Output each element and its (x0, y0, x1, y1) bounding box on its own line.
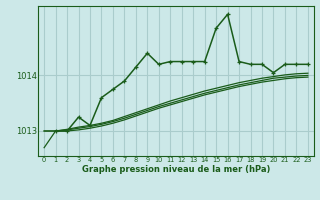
X-axis label: Graphe pression niveau de la mer (hPa): Graphe pression niveau de la mer (hPa) (82, 165, 270, 174)
